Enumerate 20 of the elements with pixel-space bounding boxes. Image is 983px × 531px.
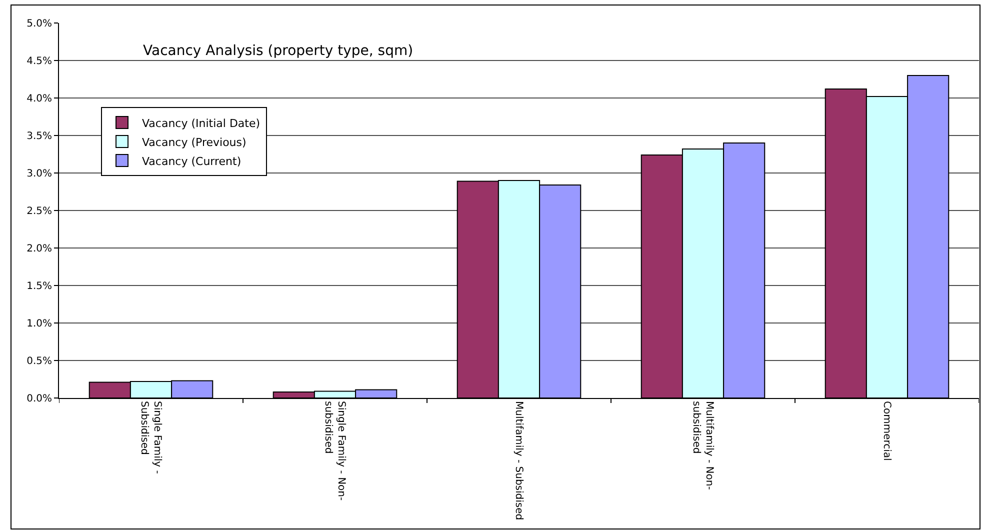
y-tick-label: 5.0% xyxy=(26,18,52,30)
y-tick-label: 4.5% xyxy=(26,56,52,67)
x-tick-label: Multifamily - Non-subsidised xyxy=(690,401,714,490)
text: Vacancy Analysis (property type, sqm) xyxy=(143,42,414,59)
legend-label: Vacancy (Previous) xyxy=(142,136,246,149)
x-tick-label: Single Family - Subsidised xyxy=(138,401,162,474)
y-tick-label: 1.5% xyxy=(26,281,52,292)
y-tick-label: 0.0% xyxy=(26,394,52,404)
x-tick-label: Single Family - Non-subsidised xyxy=(322,401,346,501)
y-tick-label: 2.0% xyxy=(26,244,52,254)
y-tick-label: 3.0% xyxy=(26,168,52,180)
y-tick-label: 4.0% xyxy=(26,94,52,104)
y-tick-label: 0.5% xyxy=(26,356,52,367)
legend-label: Vacancy (Current) xyxy=(142,154,242,168)
x-tick-label: Multifamily - Subsidised xyxy=(512,401,524,520)
y-tick-label: 2.5% xyxy=(26,206,52,217)
legend-label: Vacancy (Initial Date) xyxy=(142,116,260,130)
y-tick-label: 3.5% xyxy=(26,131,52,142)
x-tick-label: Commercial xyxy=(880,401,892,461)
y-tick-label: 1.0% xyxy=(26,318,52,330)
